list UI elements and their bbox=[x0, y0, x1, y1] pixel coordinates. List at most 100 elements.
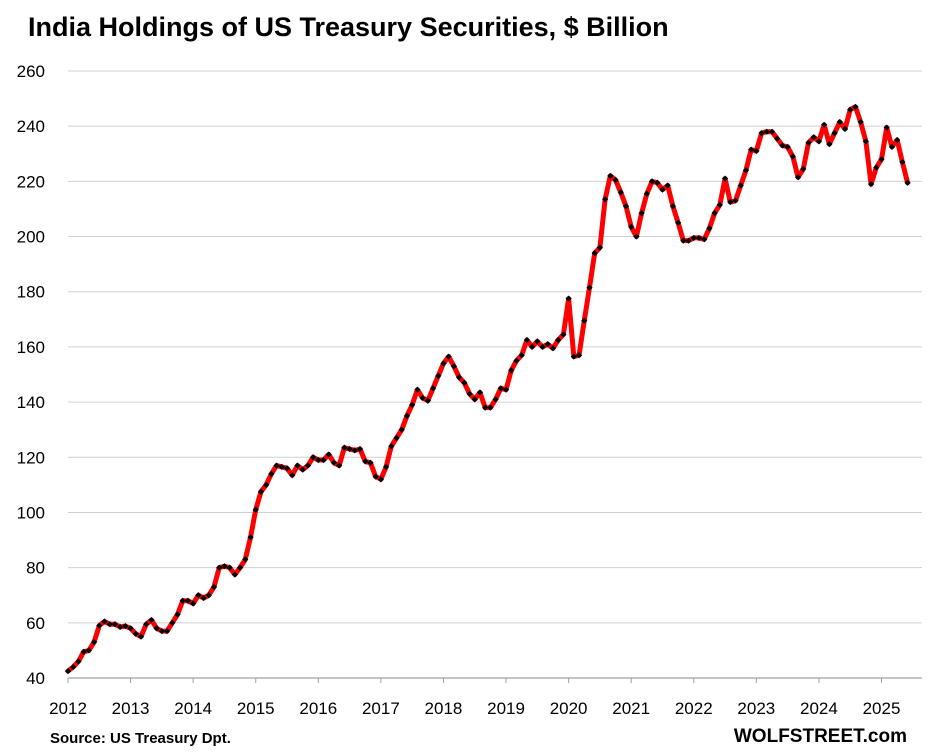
x-tick-label-2019: 2019 bbox=[487, 699, 525, 718]
data-point bbox=[252, 506, 259, 513]
y-tick-label-80: 80 bbox=[26, 559, 45, 578]
data-point bbox=[409, 401, 416, 408]
data-point bbox=[435, 372, 442, 379]
x-tick-label-2017: 2017 bbox=[362, 699, 400, 718]
data-point bbox=[382, 463, 390, 471]
data-point-markers bbox=[64, 103, 911, 675]
data-point bbox=[85, 647, 92, 654]
data-point bbox=[163, 627, 171, 635]
brand-label: WOLFSTREET.com bbox=[733, 726, 907, 747]
data-point bbox=[367, 459, 374, 466]
y-tick-label-160: 160 bbox=[17, 338, 45, 357]
y-tick-label-120: 120 bbox=[17, 448, 45, 467]
data-point bbox=[414, 386, 421, 393]
y-tick-label-40: 40 bbox=[26, 669, 45, 688]
data-point bbox=[440, 360, 447, 367]
data-point bbox=[471, 396, 478, 403]
data-point bbox=[372, 473, 379, 480]
x-tick-label-2014: 2014 bbox=[174, 699, 212, 718]
y-tick-label-200: 200 bbox=[17, 228, 45, 247]
x-tick-label-2015: 2015 bbox=[237, 699, 275, 718]
data-point bbox=[320, 456, 327, 464]
data-point bbox=[450, 363, 458, 370]
data-point bbox=[560, 331, 567, 338]
y-tick-label-240: 240 bbox=[17, 117, 45, 136]
data-point bbox=[64, 667, 72, 675]
data-point bbox=[263, 481, 270, 488]
x-axis-labels: 2012 2013 2014 2015 2016 2017 2018 2019 2020 2021… bbox=[49, 699, 900, 718]
x-tick-label-2013: 2013 bbox=[112, 699, 150, 718]
data-point bbox=[309, 454, 317, 461]
data-point bbox=[362, 458, 369, 465]
data-point bbox=[466, 390, 473, 397]
y-tick-label-100: 100 bbox=[17, 503, 45, 522]
y-tick-label-220: 220 bbox=[17, 172, 45, 191]
y-tick-label-140: 140 bbox=[17, 393, 45, 412]
data-point bbox=[377, 476, 384, 483]
y-tick-label-60: 60 bbox=[26, 614, 45, 633]
x-tick-label-2020: 2020 bbox=[550, 699, 588, 718]
x-tick-label-2018: 2018 bbox=[425, 699, 463, 718]
data-point bbox=[544, 341, 551, 348]
data-point bbox=[508, 367, 515, 374]
data-point bbox=[289, 472, 296, 479]
data-point bbox=[268, 470, 275, 477]
data-point bbox=[174, 611, 181, 618]
x-tick-label-2023: 2023 bbox=[737, 699, 775, 718]
data-point bbox=[419, 394, 426, 402]
x-tick-label-2016: 2016 bbox=[299, 699, 337, 718]
data-point bbox=[80, 648, 87, 655]
data-point bbox=[346, 445, 353, 453]
data-point bbox=[283, 465, 291, 472]
data-point bbox=[388, 443, 395, 450]
x-axis bbox=[67, 677, 922, 683]
y-tick-label-260: 260 bbox=[17, 62, 45, 81]
source-note: Source: US Treasury Dpt. bbox=[50, 730, 231, 747]
data-point bbox=[278, 463, 285, 471]
data-point bbox=[497, 385, 504, 392]
data-point bbox=[356, 445, 364, 453]
data-point bbox=[158, 627, 165, 635]
series-line bbox=[65, 104, 911, 674]
data-point bbox=[482, 404, 489, 411]
data-point bbox=[273, 462, 280, 469]
data-point bbox=[257, 488, 265, 495]
series-line-layer bbox=[65, 104, 911, 674]
data-point bbox=[461, 379, 468, 386]
data-point bbox=[132, 630, 139, 637]
data-point bbox=[429, 385, 437, 392]
data-point bbox=[424, 397, 431, 404]
x-tick-label-2024: 2024 bbox=[800, 699, 838, 718]
chart-title: India Holdings of US Treasury Securities… bbox=[28, 12, 669, 42]
x-tick-label-2022: 2022 bbox=[675, 699, 713, 718]
data-point bbox=[445, 353, 452, 360]
data-point bbox=[403, 412, 411, 420]
gridlines bbox=[68, 70, 922, 624]
x-tick-label-2021: 2021 bbox=[612, 699, 650, 718]
data-point bbox=[455, 374, 463, 381]
data-point bbox=[502, 386, 510, 393]
data-point bbox=[195, 592, 202, 599]
data-point bbox=[351, 447, 358, 454]
data-point bbox=[304, 462, 311, 469]
data-point bbox=[247, 534, 254, 541]
y-tick-label-180: 180 bbox=[17, 283, 45, 302]
data-point bbox=[487, 404, 494, 411]
x-tick-label-2012: 2012 bbox=[49, 699, 87, 718]
data-point bbox=[393, 434, 400, 442]
data-point bbox=[492, 396, 499, 403]
data-point bbox=[398, 426, 405, 433]
data-point bbox=[299, 466, 306, 473]
data-point bbox=[294, 462, 301, 469]
y-axis-labels: 40 60 80 100 120 140 160 180 200 220 240 260 bbox=[17, 62, 45, 688]
data-point bbox=[205, 592, 212, 599]
data-point bbox=[586, 284, 593, 291]
data-point bbox=[476, 389, 484, 396]
data-point bbox=[341, 444, 348, 451]
data-point bbox=[315, 456, 322, 464]
data-point bbox=[336, 462, 343, 469]
data-point bbox=[325, 451, 332, 458]
x-tick-label-2025: 2025 bbox=[863, 699, 901, 718]
data-point bbox=[330, 459, 338, 466]
